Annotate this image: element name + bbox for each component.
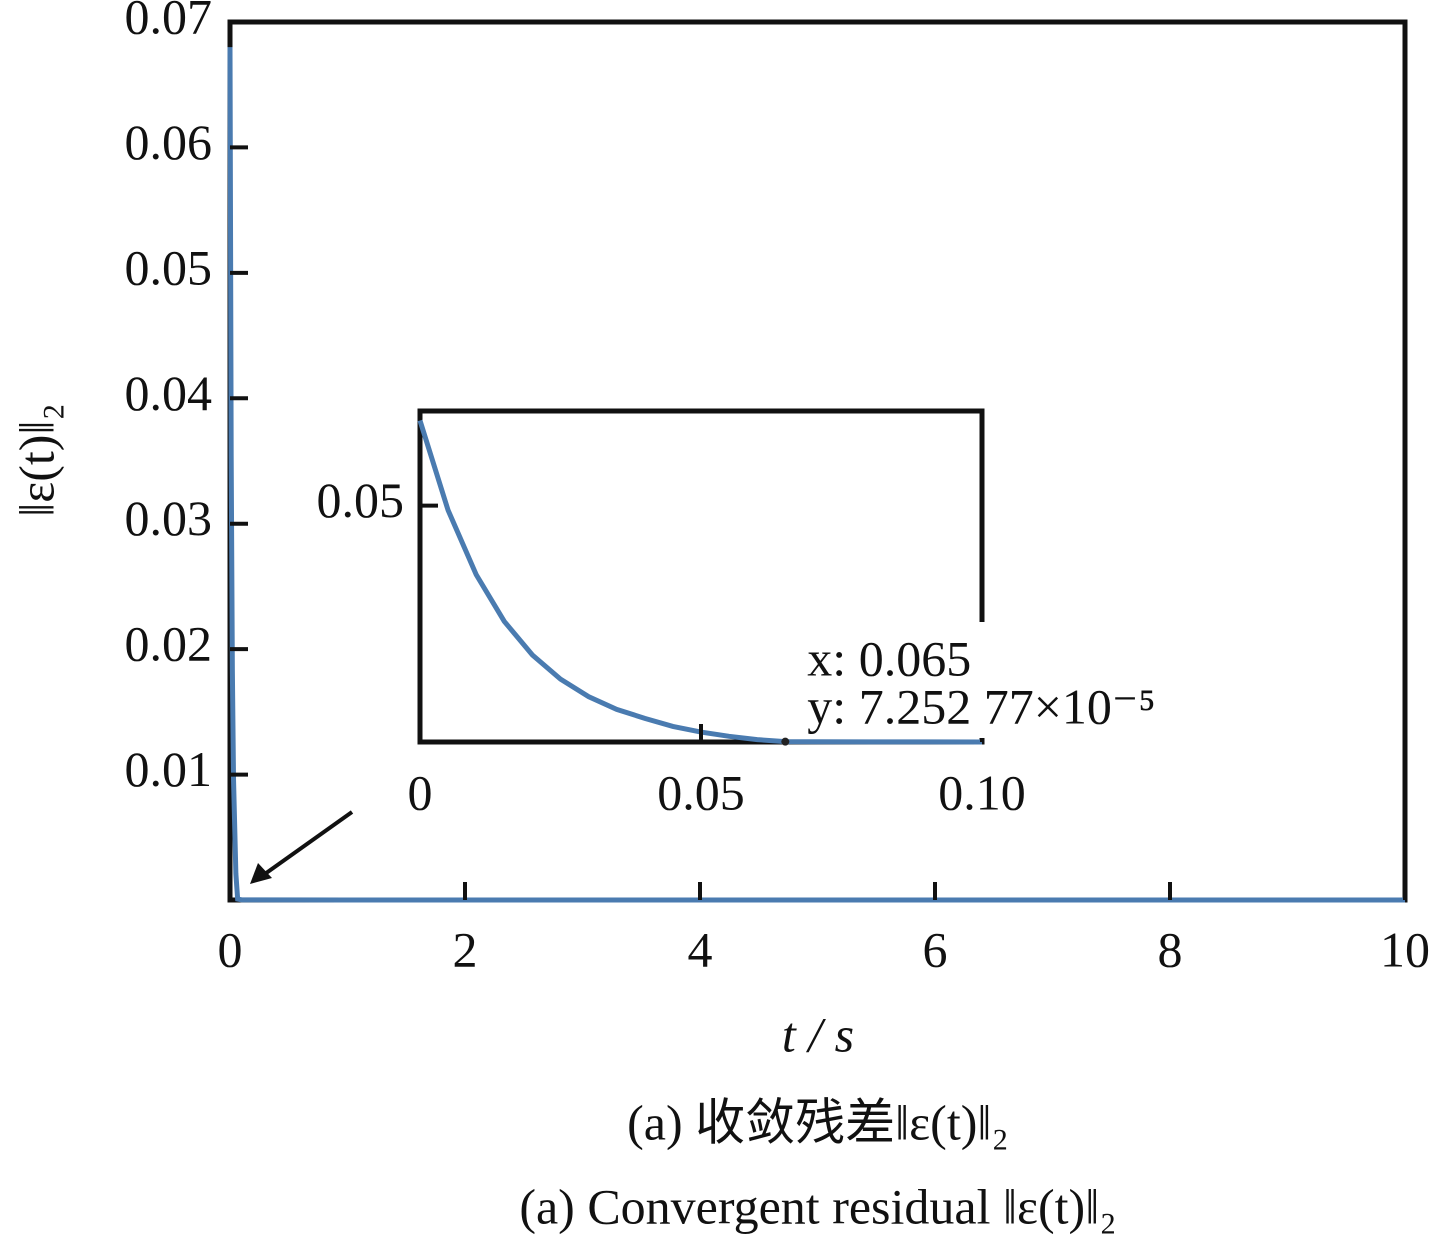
x-axis-label: t / s bbox=[782, 1006, 854, 1062]
zoom-arrowhead bbox=[250, 863, 272, 884]
y-tick-label: 0.04 bbox=[125, 365, 213, 421]
x-tick-label: 6 bbox=[923, 921, 948, 977]
datatip-y: y: 7.252 77×10⁻⁵ bbox=[807, 678, 1155, 734]
x-tick-label: 0 bbox=[408, 764, 433, 820]
data-line bbox=[227, 47, 1405, 903]
y-tick-label: 0.05 bbox=[317, 472, 405, 528]
x-tick-label: 0 bbox=[218, 921, 243, 977]
x-tick-label: 0.05 bbox=[657, 764, 745, 820]
zoom-arrow bbox=[260, 810, 354, 878]
y-tick-label: 0.02 bbox=[125, 616, 213, 672]
datatip-box bbox=[785, 622, 1056, 738]
datatip-x: x: 0.065 bbox=[807, 630, 971, 686]
plot-frame bbox=[227, 19, 1408, 903]
data-line bbox=[417, 419, 983, 745]
x-tick-label: 0.10 bbox=[938, 764, 1026, 820]
y-tick-label: 0.03 bbox=[125, 490, 213, 546]
caption: (a) Convergent residual ‖ε(t)‖₂ bbox=[519, 1178, 1116, 1234]
x-tick-label: 4 bbox=[688, 921, 713, 977]
y-axis-label: ‖ε(t)‖₂ bbox=[8, 403, 64, 517]
x-tick-label: 2 bbox=[453, 921, 478, 977]
y-tick-label: 0.07 bbox=[125, 0, 213, 44]
x-tick-label: 10 bbox=[1380, 921, 1430, 977]
y-tick-label: 0.06 bbox=[125, 114, 213, 170]
y-tick-label: 0.01 bbox=[125, 741, 213, 797]
y-tick-label: 0.05 bbox=[125, 239, 213, 295]
x-tick-label: 8 bbox=[1158, 921, 1183, 977]
datatip-marker bbox=[781, 737, 790, 746]
caption: (a) 收敛残差‖ε(t)‖₂ bbox=[627, 1094, 1009, 1150]
